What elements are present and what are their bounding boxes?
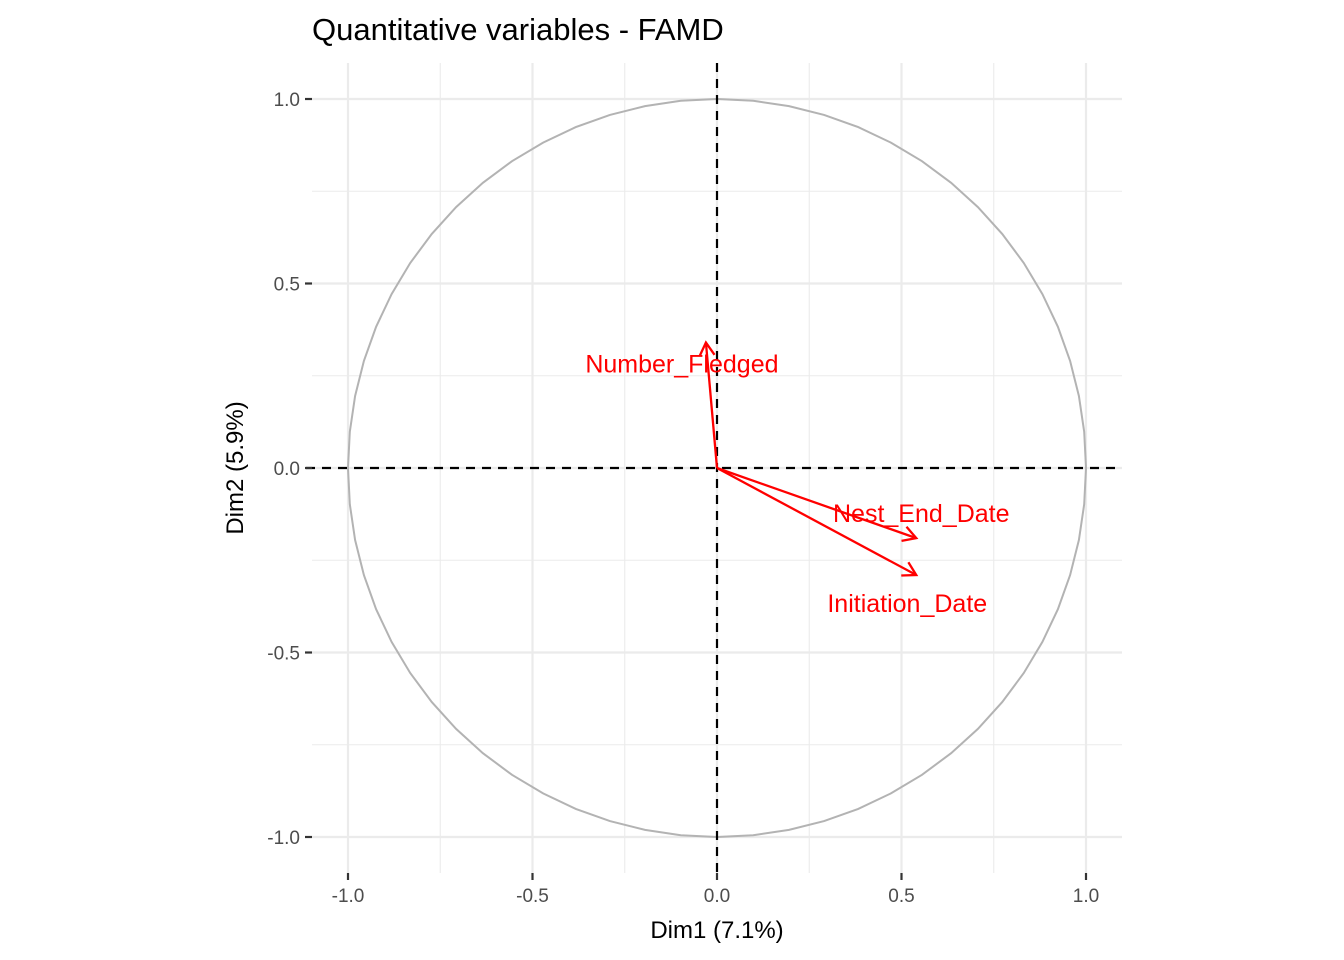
y-axis: -1.0 -0.5 0.0 0.5 1.0 — [267, 90, 312, 849]
y-tick-label: -1.0 — [267, 828, 300, 849]
variable-arrows: Number_Fledged Nest_End_Date Initiation_Da… — [585, 340, 1010, 618]
variable-label: Number_Fledged — [585, 351, 778, 379]
x-tick-label: -1.0 — [332, 886, 365, 907]
unit-circle — [346, 97, 1087, 839]
y-tick-label: -0.5 — [267, 644, 300, 665]
x-tick-label: -0.5 — [516, 886, 549, 907]
variable-label: Initiation_Date — [827, 590, 987, 618]
y-tick-label: 0.0 — [274, 459, 300, 480]
x-tick-label: 1.0 — [1073, 886, 1099, 907]
y-axis-title: Dim2 (5.9%) — [222, 401, 249, 534]
arrow-initiation-date — [716, 466, 917, 577]
y-tick-label: 1.0 — [274, 90, 300, 111]
arrowhead — [698, 340, 716, 357]
correlation-circle — [346, 97, 1087, 839]
variable-label: Nest_End_Date — [833, 500, 1010, 528]
x-axis: -1.0 -0.5 0.0 0.5 1.0 — [332, 873, 1099, 907]
y-tick-label: 0.5 — [274, 275, 300, 296]
x-tick-label: 0.5 — [888, 886, 914, 907]
x-axis-title: Dim1 (7.1%) — [650, 917, 783, 944]
x-tick-label: 0.0 — [704, 886, 730, 907]
arrow-nest-end-date — [716, 466, 917, 540]
arrowhead — [901, 525, 919, 543]
arrow-number-fledged — [704, 342, 719, 469]
chart-title: Quantitative variables - FAMD — [312, 12, 724, 47]
arrowhead — [901, 561, 919, 577]
